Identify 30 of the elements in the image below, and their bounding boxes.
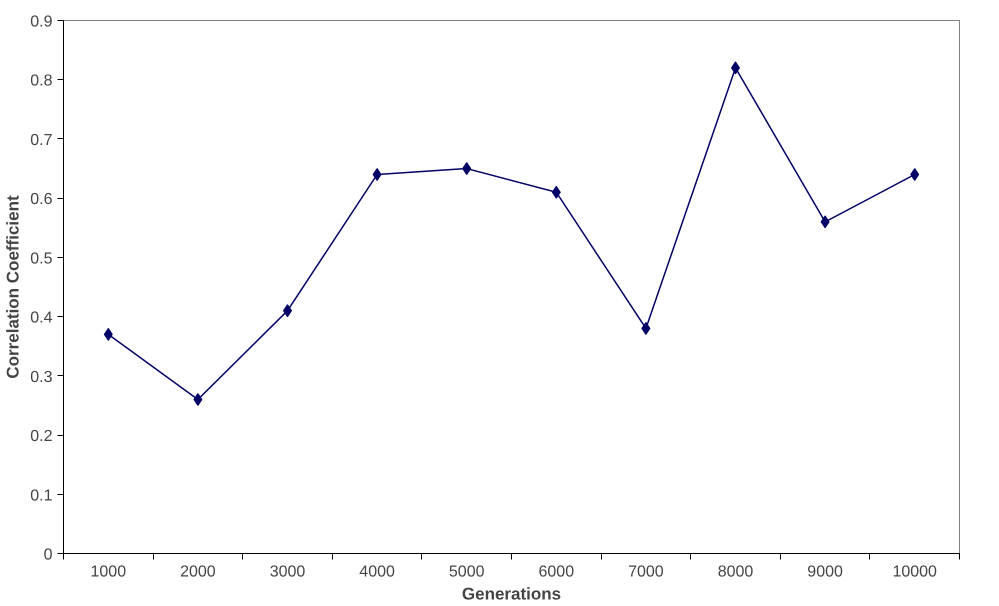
y-tick-label: 0.6	[30, 191, 53, 208]
x-tick-label: 3000	[270, 564, 306, 580]
x-tick-label: 1000	[90, 564, 126, 580]
x-tick-label: 4000	[359, 564, 395, 580]
x-tick-label: 5000	[448, 564, 485, 580]
point	[104, 328, 113, 341]
y-tick-label: 0.9	[30, 14, 53, 30]
y-tick-label: 0	[44, 546, 53, 564]
y-tick-label: 0.3	[30, 368, 53, 386]
y-tick-label: 0.2	[30, 428, 53, 446]
y-tick-label: 0.4	[30, 310, 53, 327]
x-axis-title: Generations	[462, 584, 562, 604]
x-tick-label: 6000	[538, 564, 574, 580]
point	[372, 168, 382, 181]
x-tick-label: 9000	[807, 564, 843, 580]
point	[193, 393, 202, 406]
x-tick-label: 8000	[718, 564, 754, 580]
point	[552, 186, 561, 199]
point	[910, 168, 920, 181]
point	[820, 215, 830, 228]
x-tick-label: 10000	[892, 564, 938, 580]
x-tick-label: 7000	[628, 564, 664, 580]
point	[462, 162, 472, 176]
y-tick-label: 0.1	[30, 487, 53, 504]
point	[641, 322, 650, 335]
y-tick-label: 0.5	[30, 250, 53, 268]
y-tick-label: 0.7	[30, 132, 53, 149]
x-tick-label: 2000	[180, 564, 216, 580]
y-tick-label: 0.8	[30, 72, 53, 90]
y-axis-title: Correlation Coefficient	[3, 195, 22, 379]
